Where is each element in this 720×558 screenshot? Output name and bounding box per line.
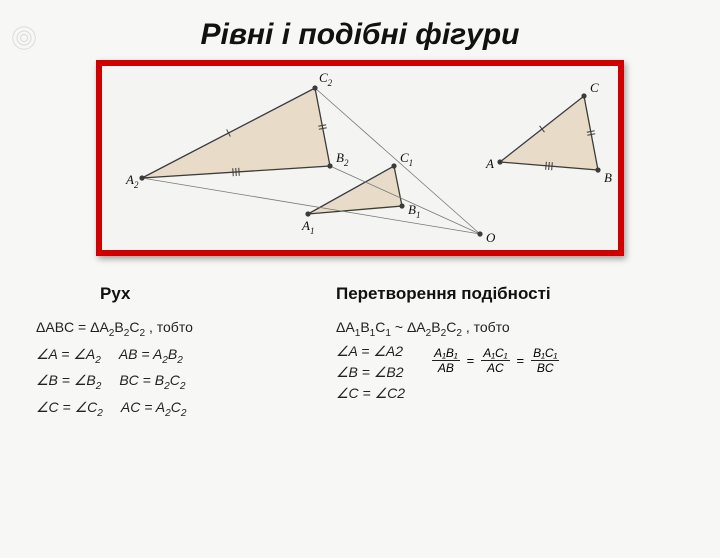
svg-text:C: C [590,80,599,95]
motion-heading: Рух [100,284,296,304]
angle-equality: ∠A = ∠A2 [336,341,405,362]
ratio-fraction: A₁B₁AB [429,347,463,375]
equality-row: ∠C = ∠C2AC = A2C2 [36,394,296,421]
ratio-fraction: A₁C₁AC [478,347,512,375]
geometry-figure: A2B2C2A1B1C1OABC [96,60,624,256]
svg-text:B: B [604,170,612,185]
ratio-fraction: B₁C₁BC [528,347,562,375]
right-column: Перетворення подібності ΔA1B1C1 ~ ΔA2B2C… [336,276,684,420]
triangles-diagram: A2B2C2A1B1C1OABC [102,66,618,250]
angle-equality: ∠B = ∠B2 [336,362,405,383]
decorative-swirl-icon [10,24,38,52]
left-column: Рух ΔABC = ΔA2B2C2 , тобто ∠A = ∠A2AB = … [36,276,296,420]
equality-row: ∠B = ∠B2BC = B2C2 [36,367,296,394]
equality-row: ∠A = ∠A2AB = A2B2 [36,341,296,368]
angle-equality: ∠C = ∠C2 [336,383,405,404]
left-congruence-line: ΔABC = ΔA2B2C2 , тобто [36,314,296,341]
page-title: Рівні і подібні фігури [0,18,720,52]
similarity-heading: Перетворення подібності [336,284,684,304]
ratio-equation: A₁B₁AB=A₁C₁AC=B₁C₁BC [429,347,562,375]
svg-text:A: A [485,156,494,171]
right-similarity-line: ΔA1B1C1 ~ ΔA2B2C2 , тобто [336,314,684,341]
text-columns: Рух ΔABC = ΔA2B2C2 , тобто ∠A = ∠A2AB = … [0,276,720,420]
svg-text:O: O [486,230,496,245]
